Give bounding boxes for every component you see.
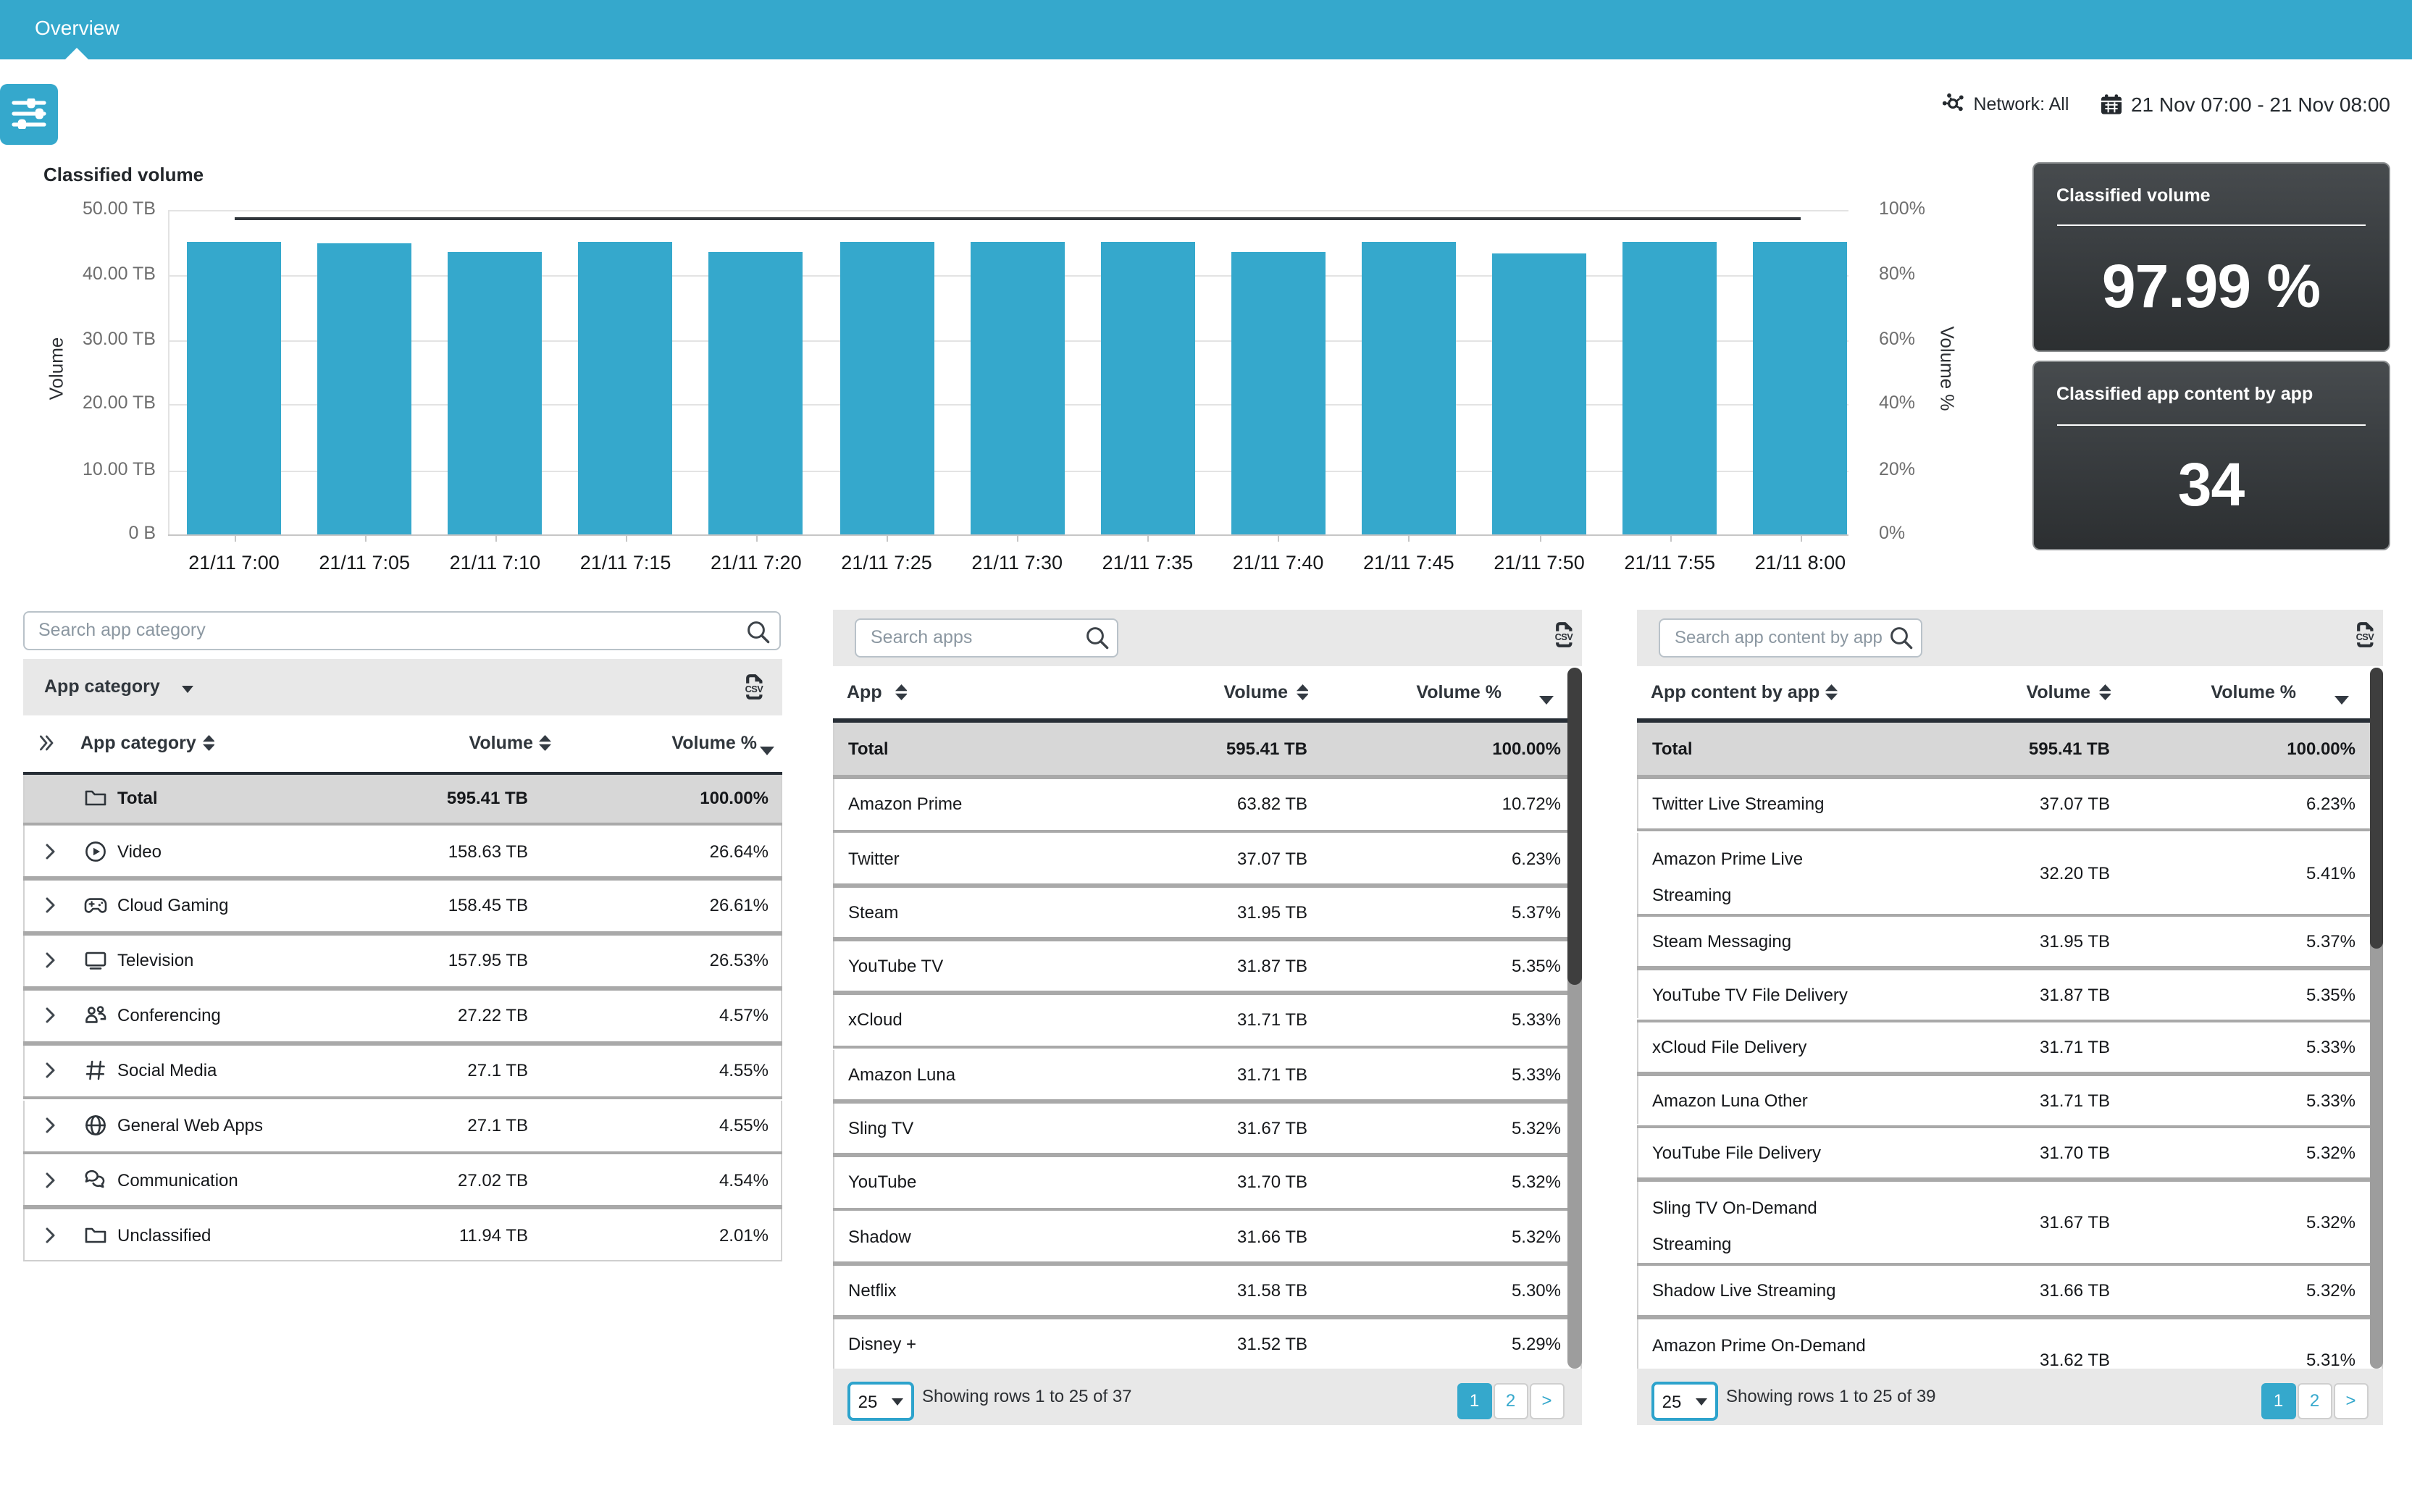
svg-text:CSV: CSV — [745, 684, 763, 694]
svg-text:CSV: CSV — [2356, 631, 2374, 642]
svg-text:CSV: CSV — [1554, 631, 1573, 642]
